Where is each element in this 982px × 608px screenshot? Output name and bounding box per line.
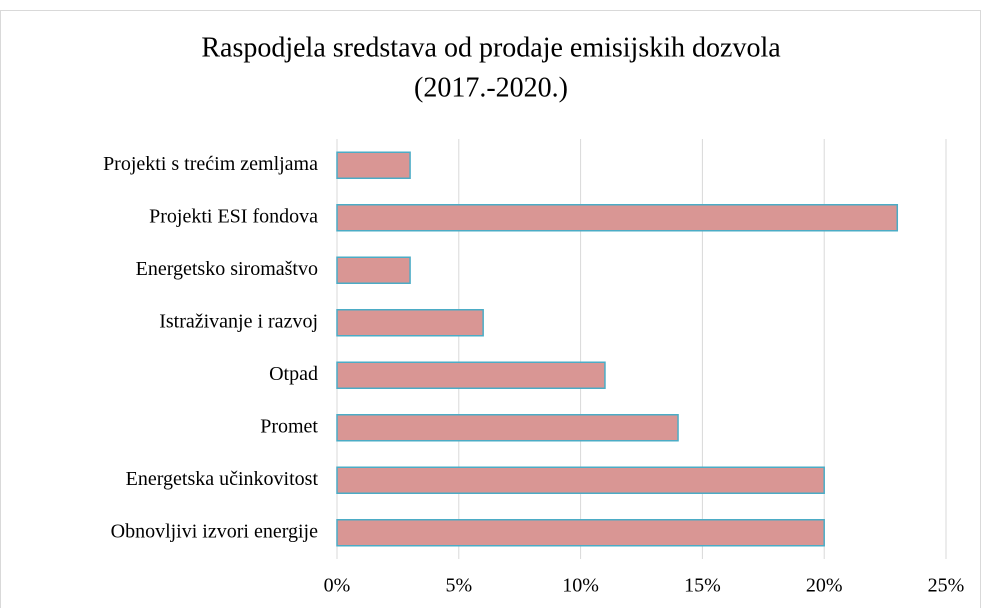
bar: [336, 204, 899, 232]
x-tick-label: 5%: [445, 575, 472, 597]
bar: [336, 466, 825, 494]
bar: [336, 151, 411, 179]
y-tick-label: Otpad: [269, 363, 318, 385]
x-tick-label: 15%: [684, 575, 721, 597]
y-tick-label: Projekti s trećim zemljama: [103, 153, 318, 175]
bar: [336, 361, 606, 389]
chart-border: [0, 10, 981, 608]
chart-title: Raspodjela sredstava od prodaje emisijsk…: [201, 32, 781, 63]
chart-title: (2017.-2020.): [414, 72, 568, 103]
x-tick-label: 0%: [324, 575, 351, 597]
y-tick-label: Promet: [260, 415, 318, 437]
y-tick-label: Istraživanje i razvoj: [159, 310, 318, 332]
bar: [336, 256, 411, 284]
x-tick-label: 10%: [562, 575, 599, 597]
y-tick-label: Energetsko siromaštvo: [136, 258, 318, 280]
bar: [336, 414, 679, 442]
x-tick-label: 20%: [806, 575, 843, 597]
x-tick-label: 25%: [928, 575, 965, 597]
bar: [336, 309, 484, 337]
y-tick-label: Projekti ESI fondova: [149, 205, 318, 227]
y-tick-label: Energetska učinkovitost: [126, 468, 319, 490]
y-tick-label: Obnovljivi izvori energije: [111, 520, 318, 542]
bar: [336, 519, 825, 547]
